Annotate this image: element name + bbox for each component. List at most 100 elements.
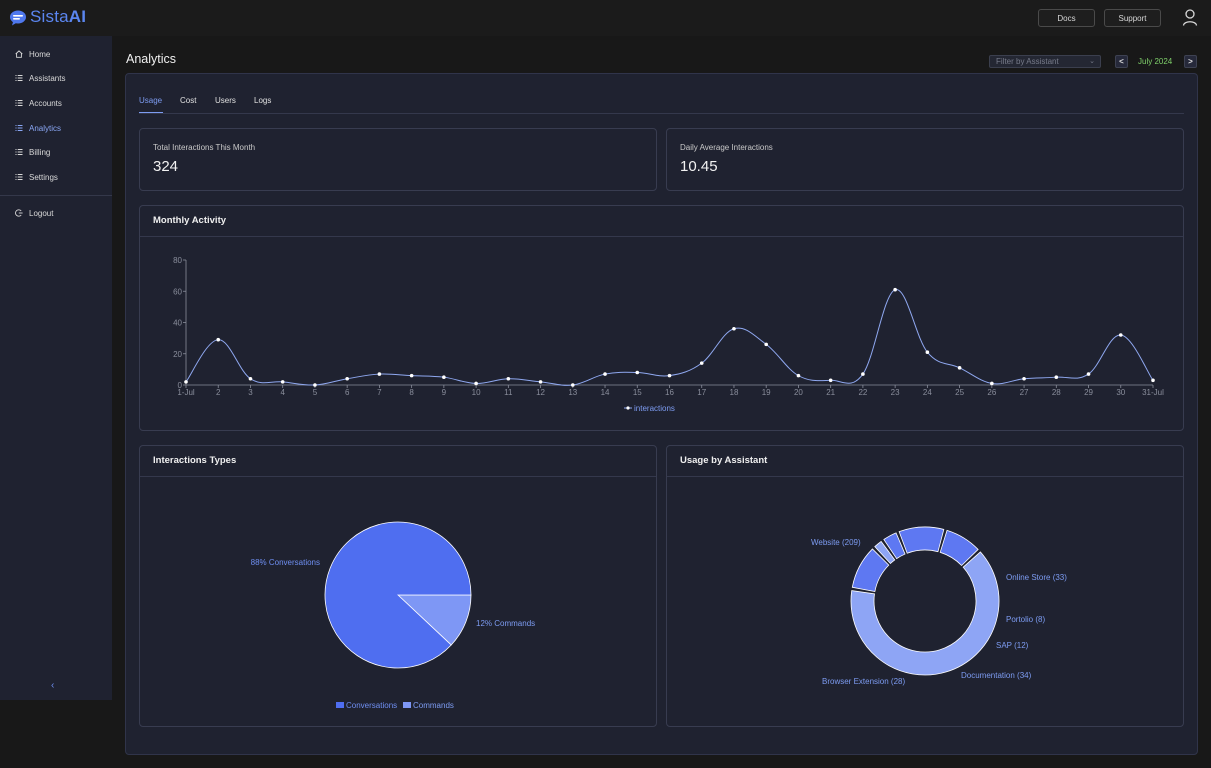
daily-average-value: 10.45: [680, 158, 718, 175]
x-tick-label: 23: [891, 388, 900, 397]
logout-icon: [15, 209, 23, 217]
sidebar: Home Assistants Accounts Analytics Billi…: [0, 36, 112, 700]
logo[interactable]: SistaAI: [9, 7, 86, 27]
y-tick-label: 80: [173, 256, 182, 265]
data-point: [925, 350, 930, 354]
data-point: [957, 366, 962, 370]
monthly-activity-card: [139, 205, 1184, 431]
legend-label: interactions: [634, 404, 675, 413]
sidebar-item-analytics[interactable]: Analytics: [15, 122, 61, 134]
data-point: [474, 381, 478, 386]
sidebar-item-settings[interactable]: Settings: [15, 171, 58, 183]
list-icon: [15, 174, 23, 180]
data-point: [216, 337, 221, 342]
x-tick-label: 13: [568, 388, 577, 397]
x-tick-label: 3: [248, 388, 253, 397]
x-tick-label: 24: [923, 388, 932, 397]
legend-point-swatch: [626, 406, 630, 410]
x-tick-label: 17: [697, 388, 706, 397]
card-divider: [140, 476, 656, 477]
support-button[interactable]: Support: [1104, 9, 1161, 27]
data-point: [442, 375, 446, 379]
list-icon: [15, 149, 23, 155]
total-interactions-value: 324: [153, 158, 179, 175]
top-bar: SistaAI Docs Support: [0, 0, 1211, 36]
sidebar-item-label: Home: [29, 49, 51, 59]
data-point: [506, 376, 511, 381]
user-icon[interactable]: [1182, 9, 1198, 26]
sidebar-item-label: Logout: [29, 208, 54, 218]
x-tick-label: 6: [345, 388, 350, 397]
x-tick-label: 29: [1084, 388, 1093, 397]
data-point: [184, 380, 188, 384]
docs-button[interactable]: Docs: [1038, 9, 1095, 27]
card-divider: [140, 236, 1183, 237]
sidebar-item-home[interactable]: Home: [15, 48, 50, 60]
x-tick-label: 11: [504, 388, 513, 397]
sidebar-divider: [0, 195, 112, 196]
sidebar-item-accounts[interactable]: Accounts: [15, 97, 62, 109]
sidebar-item-label: Accounts: [29, 98, 62, 108]
data-point: [248, 376, 253, 381]
chevron-down-icon: ⌄: [1089, 58, 1095, 65]
assistant-filter-select[interactable]: Filter by Assistant ⌄: [989, 55, 1101, 68]
data-point: [409, 373, 414, 378]
data-point: [764, 342, 768, 347]
usage-by-assistant-title: Usage by Assistant: [680, 455, 768, 466]
x-tick-label: 19: [762, 388, 771, 397]
tab-usage[interactable]: Usage: [139, 96, 163, 105]
data-point: [538, 380, 543, 384]
monthly-activity-title: Monthly Activity: [153, 215, 227, 226]
tab-logs[interactable]: Logs: [254, 96, 272, 105]
x-tick-label: 15: [633, 388, 642, 397]
data-point: [1151, 378, 1155, 383]
x-tick-label: 1-Jul: [177, 388, 195, 397]
interaction-types-card: [139, 445, 657, 727]
tab-users[interactable]: Users: [215, 96, 236, 105]
data-point: [377, 372, 382, 376]
data-point: [732, 326, 736, 331]
x-tick-label: 8: [409, 388, 414, 397]
x-tick-label: 7: [377, 388, 382, 397]
tabs-divider: [139, 113, 1184, 114]
data-point: [990, 381, 994, 386]
interaction-types-title: Interactions Types: [153, 455, 237, 466]
sidebar-item-label: Settings: [29, 172, 58, 182]
tab-cost[interactable]: Cost: [180, 96, 197, 105]
y-tick-label: 40: [173, 319, 182, 328]
current-month: July 2024: [1138, 57, 1173, 66]
data-point: [280, 380, 285, 384]
y-tick-label: 0: [178, 381, 183, 390]
page-title: Analytics: [126, 52, 177, 66]
x-tick-label: 25: [955, 388, 964, 397]
data-point: [699, 361, 704, 365]
total-interactions-label: Total Interactions This Month: [153, 143, 256, 152]
x-tick-label: 5: [313, 388, 318, 397]
home-icon: [15, 50, 23, 58]
prev-month-button[interactable]: <: [1115, 55, 1128, 68]
x-tick-label: 22: [858, 388, 867, 397]
x-tick-label: 26: [987, 388, 996, 397]
collapse-sidebar-chevron-icon[interactable]: ‹: [51, 680, 55, 691]
sidebar-item-logout[interactable]: Logout: [15, 207, 53, 219]
x-tick-label: 20: [794, 388, 803, 397]
data-point: [861, 372, 865, 376]
x-tick-label: 31-Jul: [1142, 388, 1164, 397]
x-tick-label: 4: [280, 388, 285, 397]
x-tick-label: 30: [1116, 388, 1125, 397]
sidebar-item-label: Billing: [29, 147, 51, 157]
daily-average-label: Daily Average Interactions: [680, 143, 773, 152]
next-month-button[interactable]: >: [1184, 55, 1197, 68]
active-tab-indicator: [139, 112, 163, 113]
data-point: [1022, 376, 1026, 381]
sidebar-item-assistants[interactable]: Assistants: [15, 72, 65, 84]
filter-placeholder: Filter by Assistant: [996, 57, 1059, 66]
sidebar-item-billing[interactable]: Billing: [15, 146, 50, 158]
data-point: [635, 370, 640, 375]
x-tick-label: 10: [472, 388, 481, 397]
list-icon: [15, 75, 23, 81]
data-point: [571, 383, 575, 387]
x-tick-label: 12: [536, 388, 545, 397]
y-tick-label: 60: [173, 287, 182, 296]
